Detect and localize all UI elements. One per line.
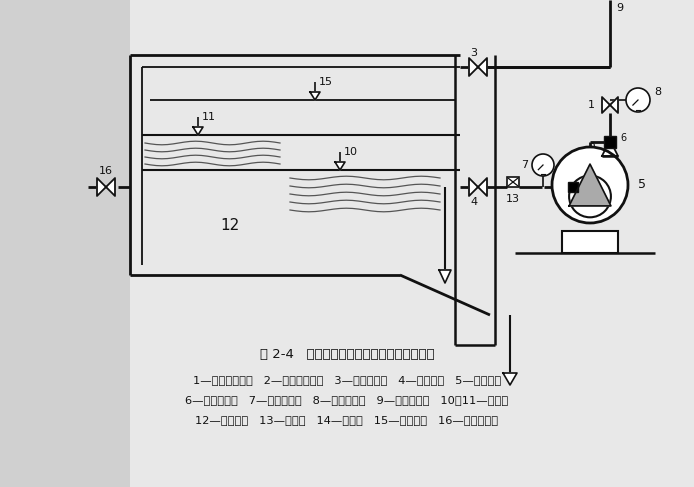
Polygon shape [310, 92, 320, 100]
Polygon shape [335, 162, 345, 170]
Text: 11: 11 [202, 112, 216, 122]
Polygon shape [106, 178, 115, 196]
Polygon shape [602, 140, 618, 156]
Circle shape [552, 147, 628, 223]
Text: 3: 3 [471, 48, 477, 58]
Polygon shape [610, 97, 618, 113]
Text: 10: 10 [344, 147, 358, 157]
Circle shape [532, 154, 554, 176]
Text: 5: 5 [638, 179, 646, 191]
Bar [507, 177, 519, 187]
Circle shape [569, 175, 611, 217]
Text: 13: 13 [506, 194, 520, 204]
Text: 4: 4 [471, 197, 477, 207]
Polygon shape [97, 178, 106, 196]
Text: 16: 16 [99, 166, 113, 176]
Polygon shape [439, 270, 451, 283]
Text: 2: 2 [588, 143, 595, 153]
Polygon shape [602, 97, 610, 113]
Text: 6: 6 [570, 195, 576, 205]
Polygon shape [469, 58, 478, 76]
Text: 6: 6 [620, 133, 626, 143]
Polygon shape [478, 58, 487, 76]
Text: 12—消防水池   13—过滤器   14—泵基础   15—最高水位   16—虹吸管及阀: 12—消防水池 13—过滤器 14—泵基础 15—最高水位 16—虹吸管及阀 [196, 415, 498, 425]
Text: 14: 14 [583, 237, 597, 247]
Text: 1: 1 [588, 100, 595, 110]
Circle shape [626, 88, 650, 112]
Bar [0, 0, 130, 487]
Text: 7: 7 [521, 160, 528, 170]
Polygon shape [503, 373, 517, 385]
Text: 1—泵出口控制阀   2—泵出口止回阀   3—超压水弹阀   4—泵入口阀   5—消防水泵: 1—泵出口控制阀 2—泵出口止回阀 3—超压水弹阀 4—泵入口阀 5—消防水泵 [193, 375, 501, 385]
Text: 12: 12 [221, 218, 239, 232]
Polygon shape [193, 127, 203, 135]
Text: 8: 8 [654, 87, 661, 97]
Text: 图 2-4   消防水泵自灌式吸水及泵进出口附件: 图 2-4 消防水泵自灌式吸水及泵进出口附件 [260, 349, 434, 361]
Text: 9: 9 [616, 3, 623, 13]
Polygon shape [478, 178, 487, 196]
Text: 15: 15 [319, 77, 333, 87]
Bar [568, 182, 578, 192]
Bar [562, 231, 618, 253]
Polygon shape [469, 178, 478, 196]
Text: 6—可挠曲接头   7—真空压力表   8—出口压力表   9—接系统管网   10、11—水位线: 6—可挠曲接头 7—真空压力表 8—出口压力表 9—接系统管网 10、11—水位… [185, 395, 509, 405]
Polygon shape [569, 164, 611, 206]
Bar [604, 136, 616, 148]
